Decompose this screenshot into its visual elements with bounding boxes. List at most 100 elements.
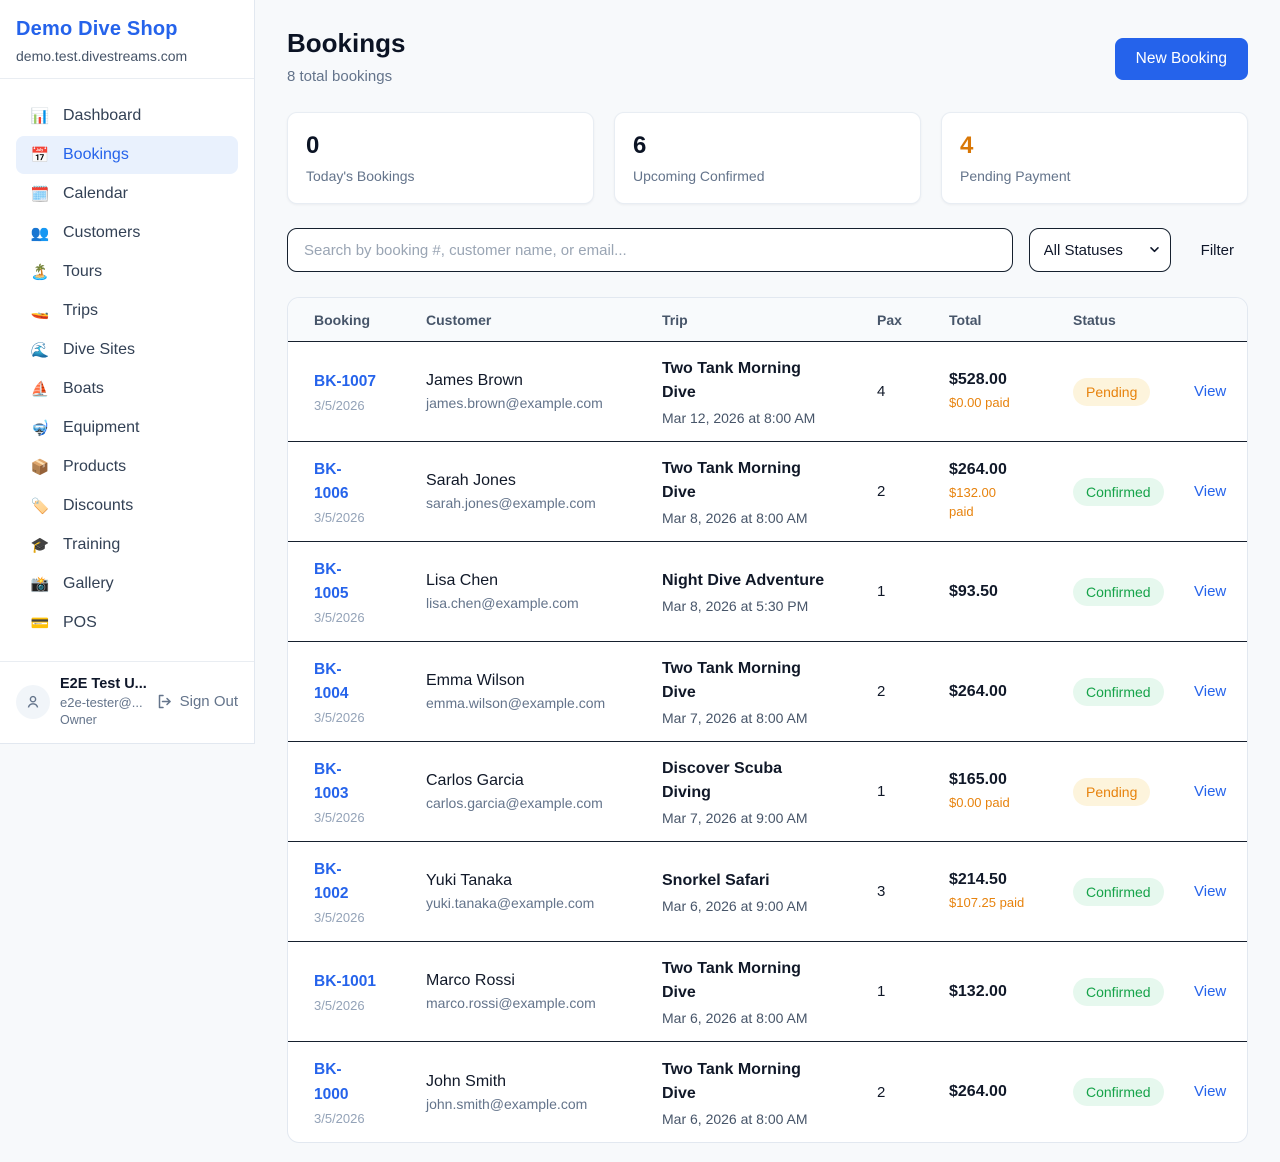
booking-date: 3/5/2026 — [314, 998, 365, 1013]
customer-name: Sarah Jones — [426, 472, 516, 489]
credit-card-icon: 💳 — [30, 614, 50, 632]
sidebar-item-label: Calendar — [63, 185, 128, 202]
pax-value: 1 — [877, 583, 886, 600]
brand-domain: demo.test.divestreams.com — [16, 48, 188, 64]
sidebar-item-discounts[interactable]: 🏷️ Discounts — [16, 487, 238, 525]
trip-cell: Two Tank Morning Dive Mar 12, 2026 at 8:0… — [662, 357, 877, 426]
pax-cell: 1 — [877, 983, 949, 1000]
booking-id-link[interactable]: BK-1001 — [314, 972, 377, 990]
calendar-icon: 📅 — [30, 146, 50, 164]
sidebar-item-gallery[interactable]: 📸 Gallery — [16, 565, 238, 603]
sidebar-item-customers[interactable]: 👥 Customers — [16, 214, 238, 252]
table-row: BK-1003 3/5/2026 Carlos Garcia carlos.garci… — [288, 742, 1247, 842]
customer-email: carlos.garcia@example.com — [426, 795, 603, 811]
sidebar-item-dashboard[interactable]: 📊 Dashboard — [16, 97, 238, 135]
sidebar-item-label: POS — [63, 614, 97, 631]
user-icon — [27, 695, 39, 708]
view-link[interactable]: View — [1194, 1083, 1227, 1100]
view-link[interactable]: View — [1194, 582, 1227, 600]
filter-button[interactable]: Filter — [1187, 242, 1248, 259]
paid-amount: $0.00 paid — [949, 794, 1010, 810]
status-select[interactable]: All Statuses — [1028, 228, 1171, 272]
stat-label: Pending Payment — [960, 168, 1071, 184]
pax-value: 3 — [877, 883, 886, 900]
stat-card-today-s-bookings: 0 Today's Bookings — [287, 112, 594, 204]
customer-email: sarah.jones@example.com — [426, 495, 596, 511]
total-cell: $214.50 $107.25 paid — [949, 871, 1073, 913]
package-icon: 📦 — [30, 458, 50, 476]
booking-cell: BK-1003 3/5/2026 — [314, 758, 426, 825]
actions-cell: View — [1194, 383, 1247, 401]
page-subtitle: 8 total bookings — [287, 68, 393, 85]
booking-cell: BK-1007 3/5/2026 — [314, 370, 426, 413]
trip-cell: Two Tank Morning Dive Mar 6, 2026 at 8:00… — [662, 957, 877, 1026]
column-header-pax: Pax — [877, 311, 902, 328]
view-link[interactable]: View — [1194, 682, 1227, 700]
trip-datetime: Mar 7, 2026 at 8:00 AM — [662, 710, 808, 726]
booking-cell: BK-1004 3/5/2026 — [314, 658, 426, 725]
sidebar-item-equipment[interactable]: 🤿 Equipment — [16, 409, 238, 447]
total-cell: $528.00 $0.00 paid — [949, 371, 1073, 413]
booking-date: 3/5/2026 — [314, 510, 365, 526]
trip-datetime: Mar 6, 2026 at 9:00 AM — [662, 898, 808, 914]
view-link[interactable]: View — [1194, 382, 1227, 400]
sidebar-item-trips[interactable]: 🚤 Trips — [16, 292, 238, 330]
sidebar-item-boats[interactable]: ⛵ Boats — [16, 370, 238, 408]
customer-cell: Sarah Jones sarah.jones@example.com — [426, 472, 662, 511]
sidebar-item-bookings[interactable]: 📅 Bookings — [16, 136, 238, 174]
booking-cell: BK-1002 3/5/2026 — [314, 858, 426, 925]
booking-id-link[interactable]: BK-1007 — [314, 372, 377, 390]
wave-icon: 🌊 — [30, 341, 50, 359]
main-content: Bookings 8 total bookings New Booking 0 T… — [255, 0, 1280, 1143]
sidebar-item-dive-sites[interactable]: 🌊 Dive Sites — [16, 331, 238, 369]
sidebar-item-calendar[interactable]: 🗓️ Calendar — [16, 175, 238, 213]
booking-id-link[interactable]: BK-1004 — [314, 660, 349, 702]
column-header-customer: Customer — [426, 311, 492, 328]
sidebar-item-label: Tours — [63, 263, 103, 280]
table-row: BK-1000 3/5/2026 John Smith john.smith@exam… — [288, 1042, 1247, 1142]
sidebar-item-pos[interactable]: 💳 POS — [16, 604, 238, 642]
sidebar-item-label: Dashboard — [63, 107, 142, 124]
table-row: BK-1001 3/5/2026 Marco Rossi marco.rossi@ex… — [288, 942, 1247, 1042]
booking-id-link[interactable]: BK-1005 — [314, 560, 349, 602]
stats-row: 0 Today's Bookings 6 Upcoming Confirmed 4 Pen… — [287, 112, 1248, 204]
booking-id-link[interactable]: BK-1003 — [314, 760, 349, 802]
customer-name: Yuki Tanaka — [426, 872, 512, 889]
total-cell: $264.00 $132.00 paid — [949, 461, 1073, 522]
booking-id-link[interactable]: BK-1000 — [314, 1061, 349, 1103]
stat-label: Today's Bookings — [306, 168, 415, 184]
sidebar-item-products[interactable]: 📦 Products — [16, 448, 238, 486]
status-cell: Confirmed — [1073, 1078, 1194, 1106]
logout-icon — [158, 694, 171, 709]
view-link[interactable]: View — [1194, 482, 1227, 500]
tag-icon: 🏷️ — [30, 497, 50, 515]
status-cell: Confirmed — [1073, 677, 1194, 706]
total-amount: $214.50 — [949, 870, 1007, 888]
search-input[interactable] — [287, 228, 1013, 272]
user-name: E2E Test U... — [60, 676, 147, 692]
status-badge: Confirmed — [1073, 577, 1164, 606]
graduation-cap-icon: 🎓 — [30, 536, 50, 554]
total-amount: $528.00 — [949, 370, 1007, 388]
paid-amount: $132.00 paid — [949, 485, 996, 519]
booking-id-link[interactable]: BK-1002 — [314, 860, 349, 902]
trip-datetime: Mar 6, 2026 at 8:00 AM — [662, 1010, 808, 1026]
actions-cell: View — [1194, 883, 1247, 901]
pax-value: 2 — [877, 683, 886, 700]
booking-id-link[interactable]: BK-1006 — [314, 460, 349, 502]
trip-name: Two Tank Morning Dive — [662, 660, 801, 701]
sidebar-item-tours[interactable]: 🏝️ Tours — [16, 253, 238, 291]
new-booking-button[interactable]: New Booking — [1114, 38, 1248, 80]
view-link[interactable]: View — [1194, 982, 1227, 1000]
customer-name: Carlos Garcia — [426, 772, 524, 789]
view-link[interactable]: View — [1194, 882, 1227, 900]
table-body: BK-1007 3/5/2026 James Brown james.brown@ex… — [288, 342, 1247, 1142]
paid-amount: $0.00 paid — [949, 394, 1010, 410]
pax-value: 2 — [877, 483, 886, 500]
trip-datetime: Mar 12, 2026 at 8:00 AM — [662, 410, 816, 426]
table-row: BK-1006 3/5/2026 Sarah Jones sarah.jones@ex… — [288, 442, 1247, 542]
sidebar-item-training[interactable]: 🎓 Training — [16, 526, 238, 564]
sign-out-button[interactable]: Sign Out — [156, 693, 238, 710]
customer-cell: John Smith john.smith@example.com — [426, 1073, 662, 1112]
view-link[interactable]: View — [1194, 782, 1227, 800]
